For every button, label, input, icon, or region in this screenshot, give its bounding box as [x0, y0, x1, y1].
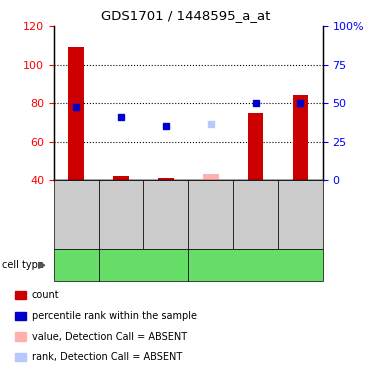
Text: LEPs_Sca1 plus: LEPs_Sca1 plus	[112, 261, 175, 270]
Text: count: count	[32, 290, 59, 300]
Text: GSM30084: GSM30084	[116, 194, 125, 236]
Text: LEPs: LEPs	[64, 260, 88, 270]
Text: GSM101119: GSM101119	[296, 192, 305, 238]
Text: GSM101117: GSM101117	[161, 192, 170, 238]
Text: GDS1701 / 1448595_a_at: GDS1701 / 1448595_a_at	[101, 9, 270, 22]
Bar	[68, 47, 84, 180]
Text: GSM30082: GSM30082	[72, 194, 81, 236]
Bar	[113, 176, 129, 180]
Text: value, Detection Call = ABSENT: value, Detection Call = ABSENT	[32, 332, 187, 342]
Bar	[292, 96, 308, 180]
Text: LEPs_Sca1 minus: LEPs_Sca1 minus	[211, 260, 301, 271]
Text: percentile rank within the sample: percentile rank within the sample	[32, 311, 197, 321]
Text: cell type: cell type	[2, 260, 44, 270]
Bar	[203, 174, 219, 180]
Bar	[248, 113, 263, 180]
Text: rank, Detection Call = ABSENT: rank, Detection Call = ABSENT	[32, 352, 182, 362]
Text: GSM101118: GSM101118	[251, 192, 260, 238]
Text: GSM30085: GSM30085	[206, 194, 215, 236]
Bar	[158, 178, 174, 180]
